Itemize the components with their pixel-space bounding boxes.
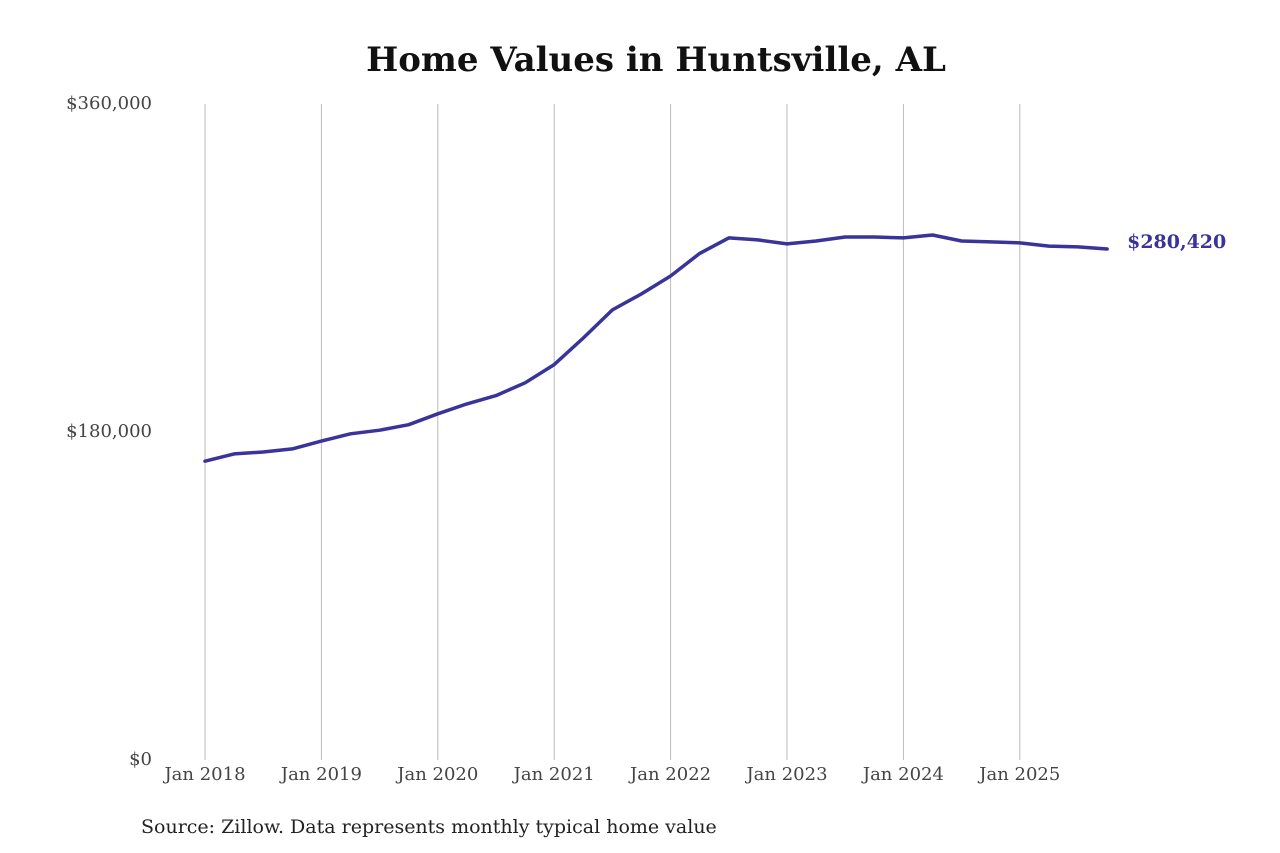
x-tick-label: Jan 2025	[977, 764, 1060, 785]
source-note: Source: Zillow. Data represents monthly …	[141, 816, 717, 838]
x-tick-label: Jan 2020	[395, 764, 478, 785]
y-tick-label: $360,000	[66, 93, 152, 114]
x-tick-label: Jan 2019	[279, 764, 362, 785]
x-tick-label: Jan 2023	[744, 764, 827, 785]
y-tick-label: $180,000	[66, 421, 152, 442]
x-tick-label: Jan 2021	[512, 764, 595, 785]
line-series	[203, 233, 1109, 463]
chart-title: Home Values in Huntsville, AL	[366, 40, 946, 80]
x-tick-label: Jan 2022	[628, 764, 711, 785]
y-tick-label: $0	[129, 749, 152, 770]
end-value-label: $280,420	[1127, 231, 1226, 253]
x-tick-label: Jan 2024	[861, 764, 944, 785]
x-tick-label: Jan 2018	[162, 764, 245, 785]
